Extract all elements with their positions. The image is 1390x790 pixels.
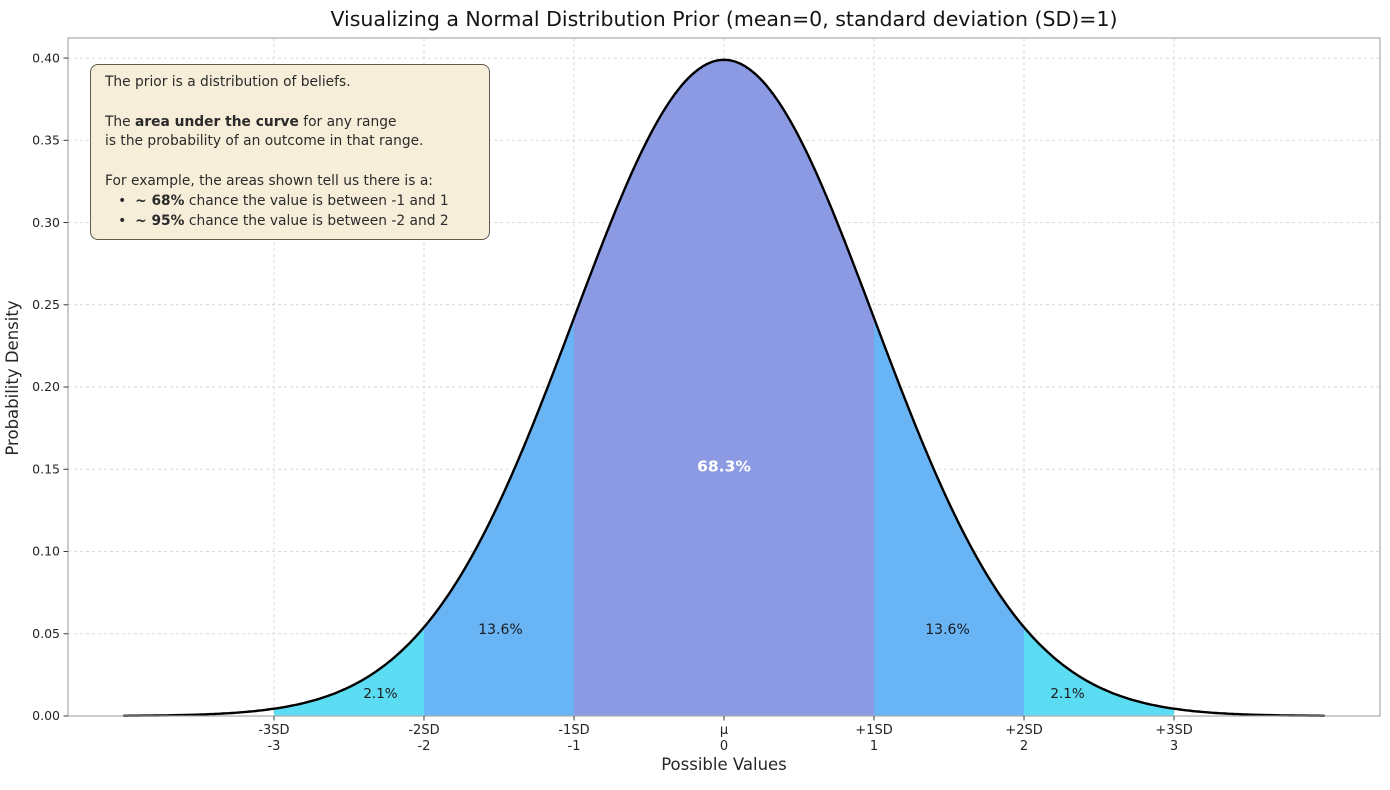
x-axis-label: Possible Values	[661, 755, 787, 774]
annotation-line: The area under the curve for any range	[105, 113, 475, 133]
region-fill-center-within-1sd	[574, 59, 874, 717]
y-tick-label: 0.20	[32, 379, 60, 394]
region-percent-label-right-tail-2sd-3sd: 2.1%	[1050, 686, 1084, 702]
y-tick-label: 0.15	[32, 461, 60, 476]
region-percent-label-left-1sd-2sd: 13.6%	[478, 622, 522, 638]
x-tick-label-sd: -2SD	[408, 723, 439, 738]
y-tick-label: 0.30	[32, 215, 60, 230]
y-tick-label: 0.35	[32, 133, 60, 148]
normal-curve	[122, 58, 1326, 717]
x-tick-label-sd: +2SD	[1005, 723, 1042, 738]
annotation-text-segment: The	[105, 113, 136, 130]
annotation-bold-segment: ~ 68%	[135, 192, 185, 209]
annotation-line: The prior is a distribution of beliefs.	[105, 73, 475, 93]
annotation-bold-segment: ~ 95%	[135, 212, 185, 229]
y-tick-label: 0.25	[32, 297, 60, 312]
annotation-line	[105, 152, 475, 172]
region-fill-right-tail-2sd-3sd	[1024, 627, 1174, 716]
y-tick-label: 0.00	[32, 708, 60, 723]
region-fill-left-tail-2sd-3sd	[274, 627, 424, 716]
annotation-text-segment: •	[105, 212, 136, 229]
chart-title: Visualizing a Normal Distribution Prior …	[330, 7, 1118, 31]
annotation-line: • ~ 95% chance the value is between -2 a…	[105, 212, 475, 232]
x-tick-label-sd: +3SD	[1155, 723, 1192, 738]
annotation-line: is the probability of an outcome in that…	[105, 132, 475, 152]
x-tick-label-value: -3	[267, 739, 280, 754]
x-tick-label-value: -1	[568, 739, 581, 754]
y-axis-label: Probability Density	[3, 300, 22, 456]
x-tick-label-sd: +1SD	[855, 723, 892, 738]
annotation-line	[105, 93, 475, 113]
y-tick-label: 0.10	[32, 544, 60, 559]
annotation-bold-segment: area under the curve	[135, 113, 299, 130]
x-tick-label-value: 3	[1170, 739, 1178, 754]
x-tick-label-sd: -1SD	[558, 723, 589, 738]
annotation-text-segment: For example, the areas shown tell us the…	[105, 172, 433, 189]
annotation-text-segment: chance the value is between -2 and 2	[184, 212, 449, 229]
x-tick-label-value: 1	[870, 739, 878, 754]
region-percent-label-left-tail-2sd-3sd: 2.1%	[363, 686, 397, 702]
annotation-line: • ~ 68% chance the value is between -1 a…	[105, 192, 475, 212]
annotation-text-segment: •	[105, 192, 136, 209]
y-tick-label: 0.40	[32, 50, 60, 65]
annotation-text-segment: is the probability of an outcome in that…	[105, 133, 424, 150]
x-tick-label-value: 2	[1020, 739, 1028, 754]
annotation-text-segment: The prior is a distribution of beliefs.	[105, 74, 351, 90]
x-tick-label-sd: -3SD	[258, 723, 289, 738]
x-tick-label-value: 0	[720, 739, 728, 754]
annotation-text-segment: for any range	[298, 113, 397, 130]
x-tick-label-value: -2	[417, 739, 430, 754]
x-tick-label-sd: μ	[720, 723, 728, 738]
annotation-box: The prior is a distribution of beliefs. …	[90, 64, 490, 241]
region-percent-label-right-1sd-2sd: 13.6%	[925, 622, 969, 638]
region-percent-label-center-within-1sd: 68.3%	[697, 457, 751, 475]
annotation-text-segment: chance the value is between -1 and 1	[184, 192, 449, 209]
y-tick-label: 0.05	[32, 626, 60, 641]
annotation-line: For example, the areas shown tell us the…	[105, 172, 475, 192]
